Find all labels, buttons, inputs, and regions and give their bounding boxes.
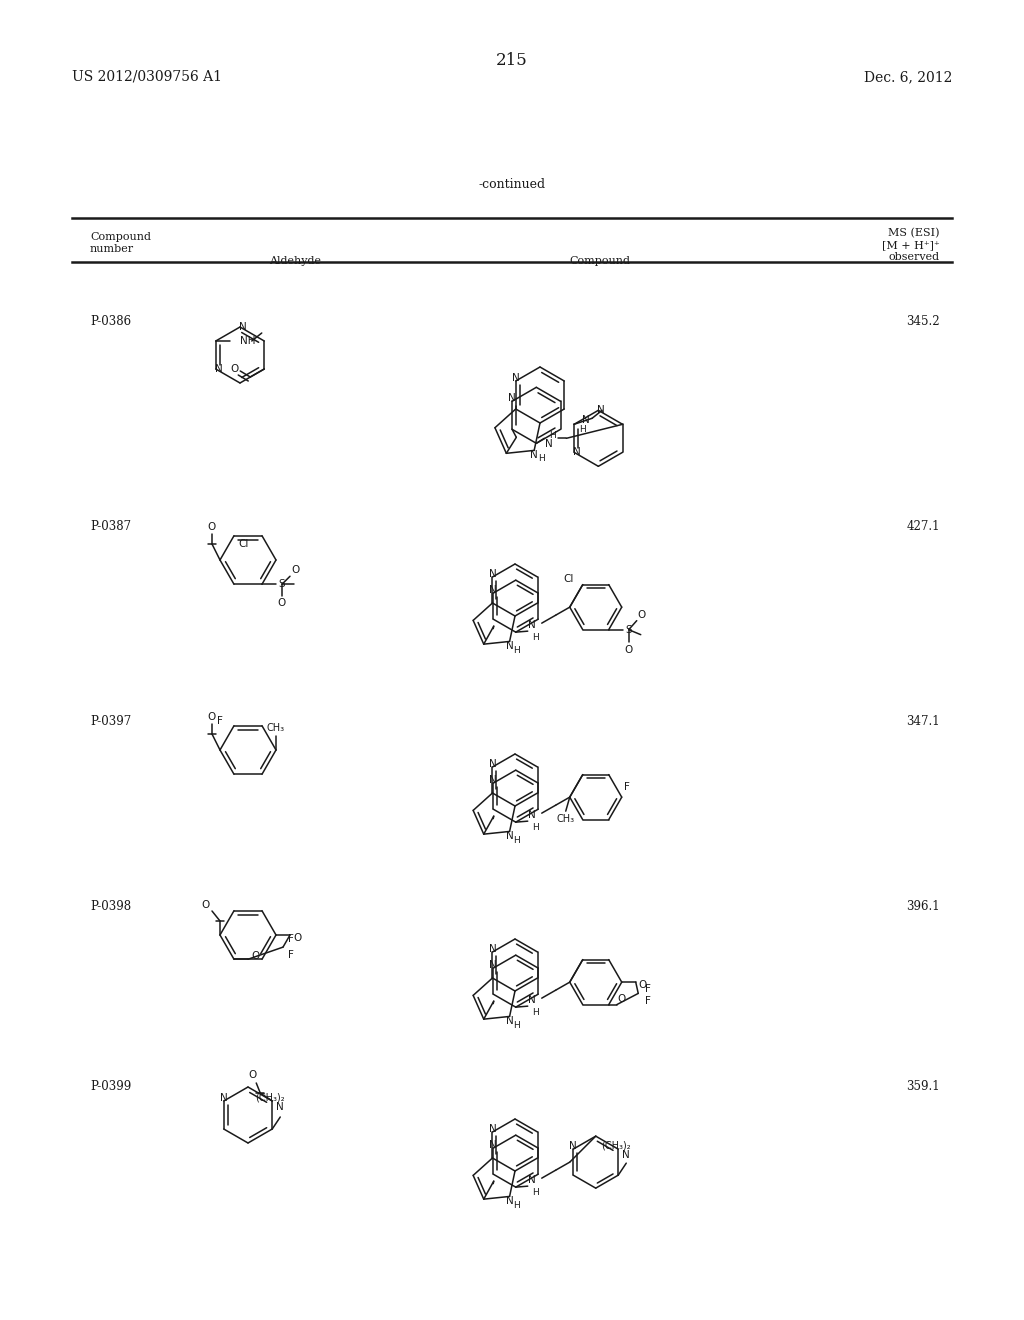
Text: N: N: [583, 416, 590, 425]
Text: P-0398: P-0398: [90, 900, 131, 913]
Text: N: N: [488, 569, 497, 579]
Text: H: H: [513, 836, 520, 845]
Text: O: O: [625, 644, 633, 655]
Text: 345.2: 345.2: [906, 315, 940, 327]
Text: 347.1: 347.1: [906, 715, 940, 729]
Text: (CH₃)₂: (CH₃)₂: [255, 1092, 285, 1102]
Text: N: N: [546, 440, 553, 449]
Text: CH₃: CH₃: [267, 723, 285, 733]
Text: N: N: [506, 832, 513, 841]
Text: N: N: [569, 1142, 578, 1151]
Text: P-0386: P-0386: [90, 315, 131, 327]
Text: O: O: [617, 994, 626, 1003]
Text: N: N: [489, 585, 497, 595]
Text: S: S: [279, 579, 286, 589]
Text: N: N: [573, 447, 581, 457]
Text: F: F: [645, 997, 651, 1006]
Text: N: N: [276, 1102, 284, 1111]
Text: O: O: [202, 900, 210, 909]
Text: O: O: [278, 598, 286, 609]
Text: F: F: [288, 935, 294, 944]
Text: Aldehyde: Aldehyde: [269, 256, 321, 267]
Text: P-0399: P-0399: [90, 1080, 131, 1093]
Text: O: O: [208, 711, 216, 722]
Text: 359.1: 359.1: [906, 1080, 940, 1093]
Text: P-0397: P-0397: [90, 715, 131, 729]
Text: NH: NH: [240, 337, 255, 346]
Text: US 2012/0309756 A1: US 2012/0309756 A1: [72, 70, 222, 84]
Text: N: N: [489, 960, 497, 970]
Text: O: O: [291, 565, 299, 576]
Text: N: N: [512, 374, 519, 383]
Text: -continued: -continued: [478, 178, 546, 191]
Text: N: N: [488, 1125, 497, 1134]
Text: N: N: [527, 620, 536, 630]
Text: H: H: [513, 1020, 520, 1030]
Text: Cl: Cl: [563, 574, 573, 583]
Text: N: N: [488, 759, 497, 770]
Text: N: N: [527, 1175, 536, 1185]
Text: F: F: [217, 715, 223, 726]
Text: Cl: Cl: [239, 539, 249, 549]
Text: N: N: [597, 405, 605, 416]
Text: 396.1: 396.1: [906, 900, 940, 913]
Text: N: N: [220, 1093, 227, 1104]
Text: N: N: [489, 1140, 497, 1150]
Text: number: number: [90, 244, 134, 253]
Text: N: N: [215, 364, 222, 374]
Text: O: O: [639, 981, 647, 990]
Text: H: H: [579, 425, 586, 434]
Text: H: H: [532, 632, 539, 642]
Text: N: N: [488, 944, 497, 954]
Text: H: H: [538, 454, 545, 463]
Text: O: O: [208, 521, 216, 532]
Text: O: O: [230, 364, 239, 374]
Text: N: N: [489, 775, 497, 785]
Text: N: N: [623, 1150, 630, 1160]
Text: O: O: [293, 933, 301, 942]
Text: [M + H⁺]⁺: [M + H⁺]⁺: [883, 240, 940, 249]
Text: (CH₃)₂: (CH₃)₂: [601, 1140, 631, 1150]
Text: H: H: [513, 645, 520, 655]
Text: N: N: [527, 995, 536, 1005]
Text: F: F: [645, 985, 651, 994]
Text: H: H: [532, 1188, 539, 1197]
Text: N: N: [240, 322, 247, 333]
Text: H: H: [532, 822, 539, 832]
Text: H: H: [532, 1007, 539, 1016]
Text: N: N: [506, 1016, 513, 1027]
Text: N: N: [530, 450, 538, 461]
Text: N: N: [508, 393, 516, 404]
Text: 215: 215: [496, 51, 528, 69]
Text: O: O: [638, 610, 646, 619]
Text: Compound: Compound: [569, 256, 631, 267]
Text: H: H: [513, 1201, 520, 1210]
Text: N: N: [506, 642, 513, 652]
Text: Dec. 6, 2012: Dec. 6, 2012: [863, 70, 952, 84]
Text: S: S: [626, 624, 632, 635]
Text: N: N: [506, 1196, 513, 1206]
Text: observed: observed: [889, 252, 940, 261]
Text: N: N: [527, 810, 536, 820]
Text: CH₃: CH₃: [557, 814, 574, 824]
Text: H: H: [549, 430, 556, 440]
Text: MS (ESI): MS (ESI): [889, 228, 940, 239]
Text: O: O: [251, 952, 259, 961]
Text: O: O: [248, 1071, 256, 1080]
Text: F: F: [288, 950, 294, 960]
Text: Compound: Compound: [90, 232, 151, 242]
Text: 427.1: 427.1: [906, 520, 940, 533]
Text: F: F: [624, 783, 630, 792]
Text: P-0387: P-0387: [90, 520, 131, 533]
